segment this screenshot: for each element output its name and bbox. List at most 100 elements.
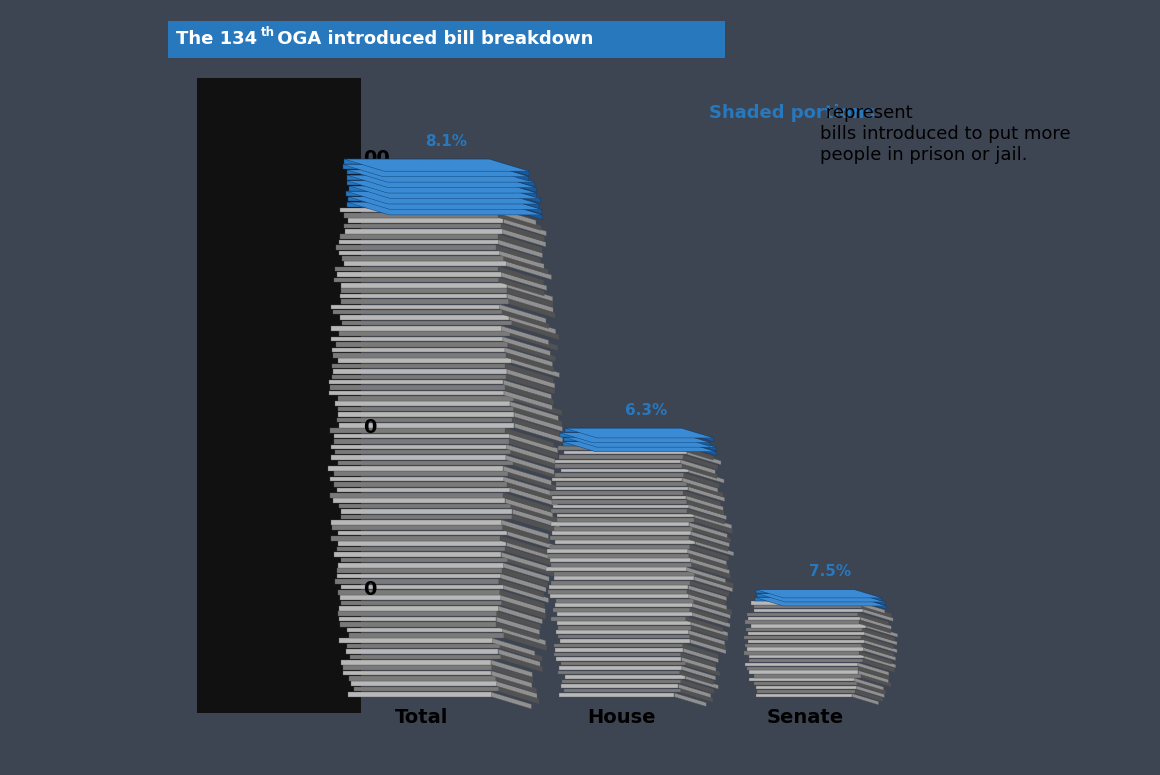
Polygon shape bbox=[343, 213, 499, 218]
Polygon shape bbox=[550, 491, 683, 495]
Polygon shape bbox=[757, 594, 858, 597]
Polygon shape bbox=[556, 460, 681, 463]
Polygon shape bbox=[348, 197, 500, 202]
Polygon shape bbox=[556, 540, 695, 544]
Polygon shape bbox=[347, 628, 503, 632]
Polygon shape bbox=[679, 684, 711, 698]
Polygon shape bbox=[681, 657, 716, 671]
Polygon shape bbox=[494, 170, 535, 187]
Polygon shape bbox=[499, 579, 544, 598]
Polygon shape bbox=[338, 531, 507, 536]
Bar bbox=[197, 78, 361, 713]
Polygon shape bbox=[559, 693, 674, 697]
Polygon shape bbox=[339, 250, 500, 255]
Polygon shape bbox=[556, 487, 688, 491]
Polygon shape bbox=[503, 256, 548, 274]
Polygon shape bbox=[334, 434, 509, 439]
Polygon shape bbox=[558, 635, 689, 639]
Polygon shape bbox=[565, 429, 682, 432]
Polygon shape bbox=[510, 487, 558, 507]
Polygon shape bbox=[506, 498, 553, 518]
Polygon shape bbox=[338, 563, 503, 567]
Polygon shape bbox=[865, 639, 897, 653]
Polygon shape bbox=[347, 202, 542, 215]
Polygon shape bbox=[348, 175, 536, 188]
Polygon shape bbox=[503, 466, 551, 485]
Polygon shape bbox=[688, 487, 725, 501]
Polygon shape bbox=[503, 633, 546, 650]
Polygon shape bbox=[857, 682, 885, 694]
Polygon shape bbox=[347, 181, 495, 185]
Polygon shape bbox=[329, 429, 506, 433]
Polygon shape bbox=[339, 617, 496, 622]
Text: 7.5%: 7.5% bbox=[810, 564, 851, 580]
Polygon shape bbox=[331, 493, 503, 498]
Polygon shape bbox=[340, 294, 507, 298]
Polygon shape bbox=[695, 540, 734, 556]
Polygon shape bbox=[757, 690, 855, 693]
Text: represent
bills introduced to put more
people in prison or jail.: represent bills introduced to put more p… bbox=[820, 105, 1071, 164]
Polygon shape bbox=[688, 585, 726, 601]
Polygon shape bbox=[331, 326, 501, 331]
Polygon shape bbox=[855, 678, 884, 691]
Polygon shape bbox=[499, 277, 544, 296]
Polygon shape bbox=[563, 442, 683, 446]
Polygon shape bbox=[503, 380, 551, 399]
Polygon shape bbox=[554, 577, 694, 580]
Polygon shape bbox=[350, 655, 501, 660]
Polygon shape bbox=[347, 202, 500, 207]
Polygon shape bbox=[552, 532, 691, 536]
Polygon shape bbox=[556, 657, 681, 661]
Polygon shape bbox=[694, 599, 732, 614]
Polygon shape bbox=[674, 693, 706, 707]
Polygon shape bbox=[507, 294, 553, 312]
Polygon shape bbox=[862, 629, 894, 641]
Polygon shape bbox=[561, 469, 689, 473]
Polygon shape bbox=[503, 563, 549, 581]
Polygon shape bbox=[347, 181, 537, 193]
Polygon shape bbox=[507, 288, 553, 307]
Polygon shape bbox=[747, 613, 857, 616]
Polygon shape bbox=[500, 644, 542, 661]
Polygon shape bbox=[341, 299, 509, 304]
Polygon shape bbox=[348, 197, 542, 209]
Polygon shape bbox=[341, 509, 513, 514]
Polygon shape bbox=[689, 505, 726, 520]
Polygon shape bbox=[514, 460, 561, 480]
Polygon shape bbox=[681, 653, 716, 667]
Polygon shape bbox=[683, 491, 720, 506]
Polygon shape bbox=[745, 636, 861, 639]
Polygon shape bbox=[694, 514, 732, 529]
Polygon shape bbox=[754, 605, 862, 608]
Polygon shape bbox=[503, 584, 549, 603]
Polygon shape bbox=[864, 655, 896, 668]
Polygon shape bbox=[693, 603, 731, 618]
Polygon shape bbox=[508, 558, 553, 576]
Polygon shape bbox=[499, 267, 543, 285]
Polygon shape bbox=[349, 676, 495, 680]
Polygon shape bbox=[552, 477, 682, 481]
Polygon shape bbox=[747, 647, 863, 651]
Polygon shape bbox=[496, 245, 541, 264]
Polygon shape bbox=[564, 437, 683, 441]
Polygon shape bbox=[349, 633, 503, 638]
Polygon shape bbox=[506, 363, 553, 383]
Polygon shape bbox=[551, 563, 691, 567]
Polygon shape bbox=[336, 574, 501, 578]
Polygon shape bbox=[510, 450, 559, 469]
Polygon shape bbox=[748, 617, 861, 620]
Polygon shape bbox=[557, 630, 689, 634]
Polygon shape bbox=[354, 687, 499, 691]
Polygon shape bbox=[507, 531, 554, 549]
Polygon shape bbox=[514, 396, 561, 415]
Polygon shape bbox=[860, 651, 891, 664]
Polygon shape bbox=[557, 622, 691, 625]
Polygon shape bbox=[691, 622, 727, 636]
Polygon shape bbox=[749, 659, 863, 662]
Polygon shape bbox=[553, 527, 693, 531]
Polygon shape bbox=[856, 686, 884, 698]
Polygon shape bbox=[689, 469, 724, 483]
Polygon shape bbox=[494, 208, 536, 225]
Polygon shape bbox=[347, 191, 539, 204]
Polygon shape bbox=[691, 625, 727, 641]
